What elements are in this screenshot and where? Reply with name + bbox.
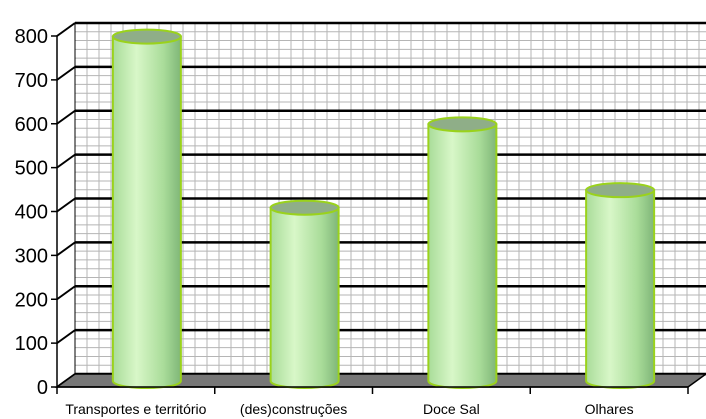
major-gridline-side [56,329,76,344]
bar [269,199,340,389]
bar-body [427,123,498,389]
major-gridline-side [56,197,76,213]
bar-body [269,206,340,389]
x-category-label: Olhares [585,401,634,417]
bar [585,182,656,389]
y-tick-label: 800 [15,26,48,48]
y-tick-label: 0 [37,377,48,399]
x-category-label: Transportes e território [65,401,206,417]
major-gridline-side [56,153,76,169]
major-gridline-side [56,109,76,125]
major-gridline-side [56,241,76,257]
y-tick-label: 700 [15,70,48,92]
bar-body [111,35,182,389]
y-tick-label: 100 [15,333,48,355]
bar-top [427,116,498,133]
x-category-label: (des)construções [240,401,347,417]
y-tick-label: 500 [15,158,48,180]
bar-top [585,182,656,199]
major-gridline-side [56,22,76,37]
y-axis: 0 100 200 300 400 500 600 700 800 [15,26,58,399]
bar-top [269,199,340,216]
y-tick-label: 400 [15,202,48,224]
bar-top [111,28,182,45]
major-gridline-side [56,66,76,81]
y-tick-label: 200 [15,289,48,311]
major-gridline-side [56,285,76,301]
y-tick-label: 300 [15,245,48,267]
bar-series [111,28,656,389]
bar-body [585,189,656,389]
bar [111,28,182,389]
x-axis: Transportes e território (des)construções… [56,386,689,417]
bar [427,116,498,389]
y-tick-label: 600 [15,114,48,136]
x-category-label: Doce Sal [423,401,480,417]
